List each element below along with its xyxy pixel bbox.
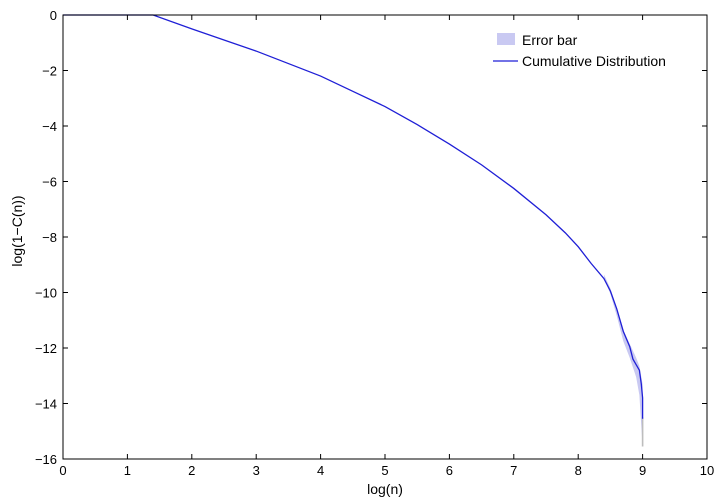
x-axis-label: log(n) — [367, 481, 403, 497]
legend-box — [472, 23, 696, 74]
x-axis: 0 1 2 3 4 5 6 7 8 9 10 — [59, 15, 714, 478]
y-axis: 0 −2 −4 −6 −8 −10 −12 −14 −16 — [35, 8, 707, 467]
series-line-cumulative-distribution — [63, 14, 644, 419]
y-tick-label: −10 — [35, 286, 57, 301]
y-tick-label: −4 — [42, 119, 57, 134]
y-tick-label: −12 — [35, 341, 57, 356]
y-axis-label: log(1−C(n)) — [9, 195, 25, 266]
x-tick-label: 5 — [381, 463, 388, 478]
legend-label-error-bar: Error bar — [522, 32, 578, 48]
x-tick-label: 1 — [124, 463, 131, 478]
y-tick-label: −6 — [42, 175, 57, 190]
x-tick-label: 8 — [575, 463, 582, 478]
y-tick-label: −8 — [42, 230, 57, 245]
x-tick-label: 0 — [59, 463, 66, 478]
legend-swatch-error-bar — [497, 33, 515, 45]
y-tick-label: 0 — [50, 8, 57, 23]
y-tick-label: −2 — [42, 64, 57, 79]
x-tick-label: 4 — [317, 463, 324, 478]
legend: Error bar Cumulative Distribution — [472, 23, 696, 74]
x-tick-label: 6 — [446, 463, 453, 478]
x-tick-label: 10 — [700, 463, 714, 478]
x-tick-label: 7 — [510, 463, 517, 478]
y-tick-label: −16 — [35, 452, 57, 467]
plot-area — [62, 14, 708, 460]
y-tick-label: −14 — [35, 397, 57, 412]
x-tick-label: 9 — [639, 463, 646, 478]
x-tick-label: 2 — [188, 463, 195, 478]
axes-frame — [62, 14, 708, 460]
legend-label-cumulative: Cumulative Distribution — [522, 53, 666, 69]
x-tick-label: 3 — [253, 463, 260, 478]
error-band — [603, 274, 643, 447]
